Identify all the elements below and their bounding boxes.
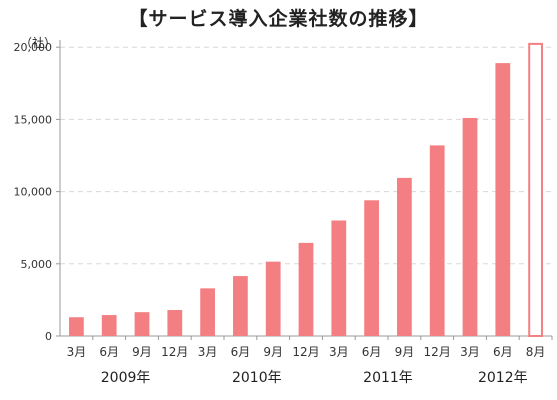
bar (462, 117, 478, 336)
x-tick-label: 9月 (132, 345, 152, 359)
year-label: 2010年 (232, 370, 282, 386)
y-axis-unit-label: （社） (20, 36, 57, 50)
bar (495, 63, 511, 336)
x-tick-label: 12月 (161, 345, 188, 359)
x-tick-label: 3月 (198, 345, 218, 359)
chart-title: 【サービス導入企業社数の推移】 (128, 8, 429, 30)
year-label: 2009年 (101, 370, 151, 386)
bars (69, 42, 543, 337)
y-tick-label: 0 (45, 330, 52, 343)
bar (265, 261, 281, 336)
x-tick-label: 3月 (460, 345, 480, 359)
bar (331, 220, 347, 336)
x-tick-label: 6月 (231, 345, 251, 359)
labels: 0 5,000 10,000 15,000 20,000 3月 6月 9月 12月 3月 6月 9月 1… (14, 41, 546, 386)
x-tick-label: 12月 (424, 345, 451, 359)
year-label: 2012年 (478, 370, 528, 386)
x-tick-label: 3月 (67, 345, 87, 359)
x-tick-label: 6月 (362, 345, 382, 359)
y-tick-label: 15,000 (14, 113, 53, 126)
y-tick-label: 20,000 (14, 41, 53, 54)
x-tick-label: 9月 (263, 345, 283, 359)
y-tick-label: 5,000 (21, 258, 53, 271)
x-tick-label: 6月 (493, 345, 513, 359)
bar (429, 145, 445, 336)
bar (101, 315, 117, 336)
bar (364, 200, 379, 336)
bar (134, 312, 150, 336)
bar (298, 242, 314, 336)
bar (200, 288, 215, 336)
x-tick-label: 9月 (395, 345, 415, 359)
bar (69, 317, 84, 336)
x-tick-label: 6月 (99, 345, 119, 359)
bar-highlighted (528, 42, 543, 337)
bar (167, 310, 183, 336)
x-tick-label: 12月 (292, 345, 319, 359)
x-tick-label: 3月 (329, 345, 349, 359)
bar (397, 177, 412, 336)
y-tick-label: 10,000 (14, 186, 53, 199)
bar (233, 276, 248, 336)
year-label: 2011年 (363, 370, 413, 386)
x-tick-label: 8月 (526, 345, 546, 359)
grid-lines (60, 46, 552, 265)
